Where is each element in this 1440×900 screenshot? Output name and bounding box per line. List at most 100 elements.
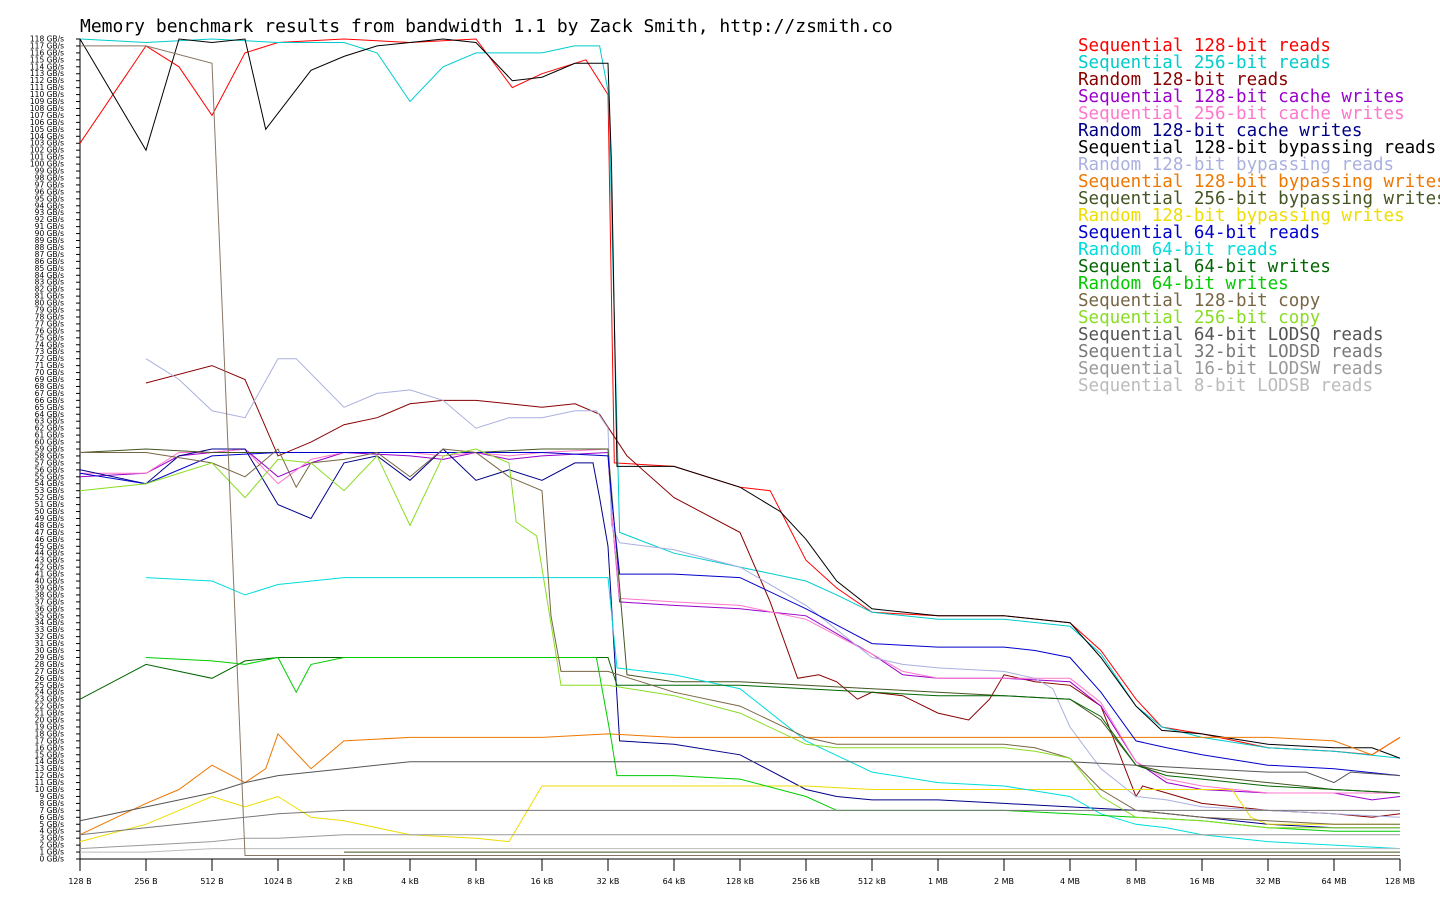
y-tick-label: 5 GB/s [39, 820, 64, 829]
y-tick-label: 105 GB/s [30, 125, 64, 134]
y-tick-label: 84 GB/s [35, 271, 64, 280]
legend-entry: Sequential 128-bit copy [1078, 291, 1321, 311]
y-tick-label: 117 GB/s [30, 41, 64, 50]
y-tick-label: 35 GB/s [35, 611, 64, 620]
legend-entry: Sequential 64-bit reads [1078, 223, 1321, 243]
y-tick-label: 62 GB/s [35, 424, 64, 433]
legend-entry: Random 128-bit bypassing writes [1078, 206, 1405, 226]
y-tick-label: 22 GB/s [35, 702, 64, 711]
y-tick-label: 68 GB/s [35, 382, 64, 391]
legend-entry: Sequential 256-bit cache writes [1078, 104, 1405, 124]
series-line [79, 834, 1400, 850]
y-tick-label: 23 GB/s [35, 695, 64, 704]
y-tick-label: 90 GB/s [35, 229, 64, 238]
y-tick-label: 9 GB/s [39, 792, 64, 801]
legend-entry: Random 64-bit writes [1078, 274, 1289, 294]
y-tick-label: 8 GB/s [39, 799, 64, 808]
y-tick-label: 60 GB/s [35, 438, 64, 447]
y-tick-label: 16 GB/s [35, 743, 64, 752]
y-tick-label: 14 GB/s [35, 757, 64, 766]
y-tick-label: 12 GB/s [35, 771, 64, 780]
x-tick-label: 4 kB [401, 877, 419, 886]
y-tick-label: 49 GB/s [35, 514, 64, 523]
y-tick-label: 61 GB/s [35, 431, 64, 440]
y-tick-label: 108 GB/s [30, 104, 64, 113]
y-tick-label: 57 GB/s [35, 458, 64, 467]
y-tick-label: 43 GB/s [35, 556, 64, 565]
y-tick-label: 48 GB/s [35, 521, 64, 530]
y-tick-label: 15 GB/s [35, 750, 64, 759]
x-tick-label: 512 B [200, 877, 223, 886]
series-line [80, 448, 1400, 825]
x-tick-label: 1 MB [928, 877, 948, 886]
series-line [79, 809, 1400, 836]
x-tick-label: 8 kB [467, 877, 485, 886]
y-tick-label: 74 GB/s [35, 340, 64, 349]
x-tick-label: 64 kB [663, 877, 686, 886]
y-tick-label: 81 GB/s [35, 292, 64, 301]
y-tick-label: 59 GB/s [35, 445, 64, 454]
y-tick-label: 36 GB/s [35, 604, 64, 613]
y-tick-label: 63 GB/s [35, 417, 64, 426]
x-tick-label: 2 MB [994, 877, 1014, 886]
y-tick-label: 28 GB/s [35, 660, 64, 669]
y-tick-label: 26 GB/s [35, 674, 64, 683]
y-tick-label: 91 GB/s [35, 222, 64, 231]
y-tick-label: 11 GB/s [35, 778, 64, 787]
series-line [79, 448, 1401, 801]
y-tick-label: 64 GB/s [35, 410, 64, 419]
y-tick-label: 52 GB/s [35, 493, 64, 502]
y-tick-label: 111 GB/s [30, 83, 64, 92]
legend-entry: Random 64-bit reads [1078, 240, 1279, 260]
y-tick-label: 31 GB/s [35, 639, 64, 648]
legend-entry: Sequential 256-bit bypassing writes [1078, 189, 1440, 209]
chart-legend: Sequential 128-bit reads Sequential 256-b… [1078, 36, 1440, 395]
y-tick-label: 86 GB/s [35, 257, 64, 266]
series-line [79, 761, 1401, 822]
x-tick-label: 128 MB [1385, 877, 1415, 886]
y-tick-label: 4 GB/s [39, 827, 64, 836]
y-tick-label: 32 GB/s [35, 632, 64, 641]
y-tick-label: 34 GB/s [35, 618, 64, 627]
y-tick-label: 27 GB/s [35, 667, 64, 676]
series-line [79, 448, 1401, 794]
y-tick-label: 73 GB/s [35, 347, 64, 356]
series-line [145, 577, 1401, 850]
y-tick-label: 103 GB/s [30, 139, 64, 148]
y-tick-label: 96 GB/s [35, 187, 64, 196]
y-tick-label: 77 GB/s [35, 319, 64, 328]
y-tick-label: 71 GB/s [35, 361, 64, 370]
y-tick-label: 39 GB/s [35, 583, 64, 592]
legend-entry: Sequential 128-bit reads [1078, 36, 1331, 56]
y-tick-label: 25 GB/s [35, 681, 64, 690]
y-tick-label: 104 GB/s [30, 132, 64, 141]
y-tick-label: 47 GB/s [35, 528, 64, 537]
y-tick-label: 0 GB/s [39, 855, 64, 864]
y-tick-label: 24 GB/s [35, 688, 64, 697]
series-line [145, 365, 1401, 818]
y-tick-label: 79 GB/s [35, 306, 64, 315]
x-axis: 128 B 256 B 512 B 1024 B 2 kB 4 kB 8 kB 16 kB 32… [68, 858, 1415, 886]
y-tick-label: 30 GB/s [35, 646, 64, 655]
legend-entry: Random 128-bit cache writes [1078, 121, 1363, 141]
x-tick-label: 512 kB [858, 877, 886, 886]
legend-entry: Sequential 128-bit cache writes [1078, 87, 1405, 107]
x-tick-label: 16 kB [531, 877, 554, 886]
y-tick-label: 98 GB/s [35, 173, 64, 182]
series-line [145, 656, 1400, 832]
x-tick-label: 1024 B [264, 877, 292, 886]
legend-entry: Sequential 128-bit bypassing writes [1078, 172, 1440, 192]
y-tick-label: 102 GB/s [30, 146, 64, 155]
y-tick-label: 94 GB/s [35, 201, 64, 210]
y-tick-label: 107 GB/s [30, 111, 64, 120]
x-tick-label: 32 MB [1255, 877, 1280, 886]
x-tick-label: 8 MB [1126, 877, 1146, 886]
legend-entry: Sequential 16-bit LODSW reads [1078, 359, 1384, 379]
x-tick-label: 64 MB [1321, 877, 1346, 886]
y-tick-label: 110 GB/s [30, 90, 64, 99]
series-line [79, 785, 1400, 843]
x-tick-label: 32 kB [597, 877, 620, 886]
y-tick-label: 66 GB/s [35, 396, 64, 405]
y-tick-label: 37 GB/s [35, 597, 64, 606]
y-tick-label: 21 GB/s [35, 709, 64, 718]
